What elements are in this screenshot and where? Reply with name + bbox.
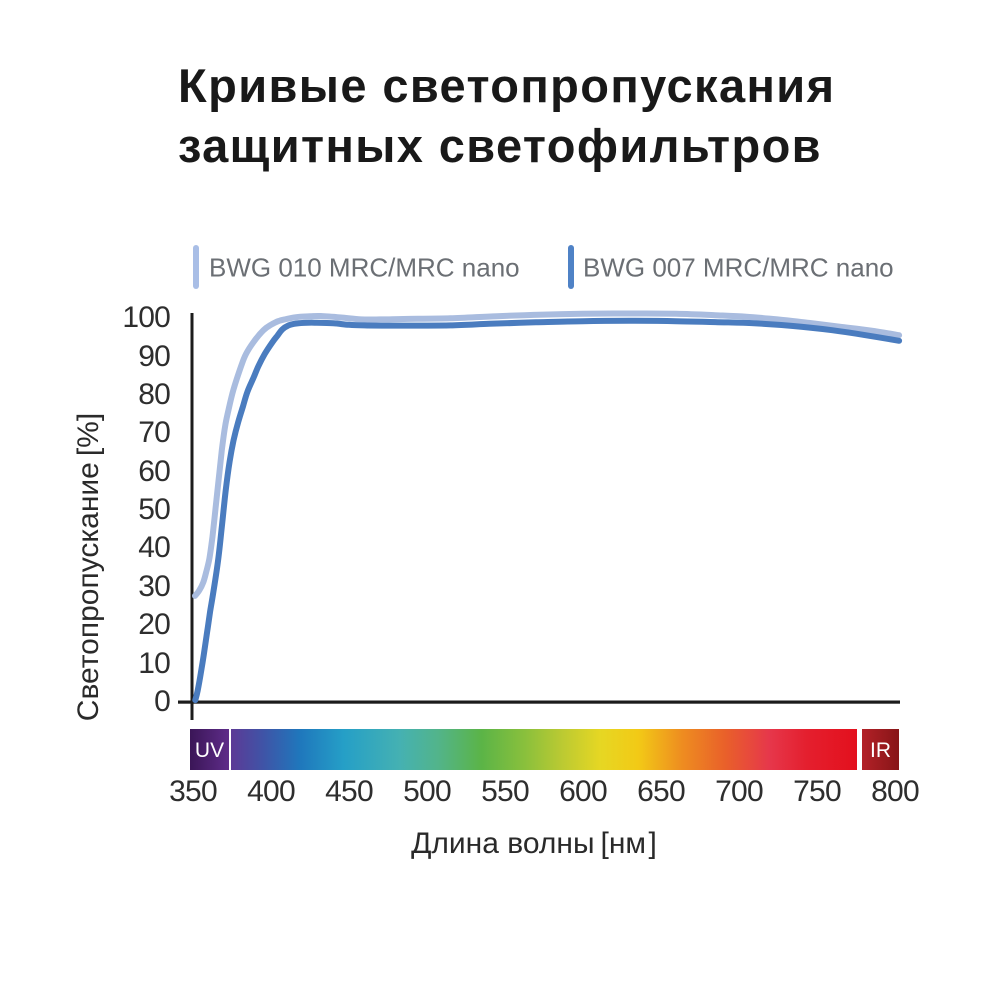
svg-text:UV: UV [195,739,224,762]
svg-text:IR: IR [870,739,891,762]
